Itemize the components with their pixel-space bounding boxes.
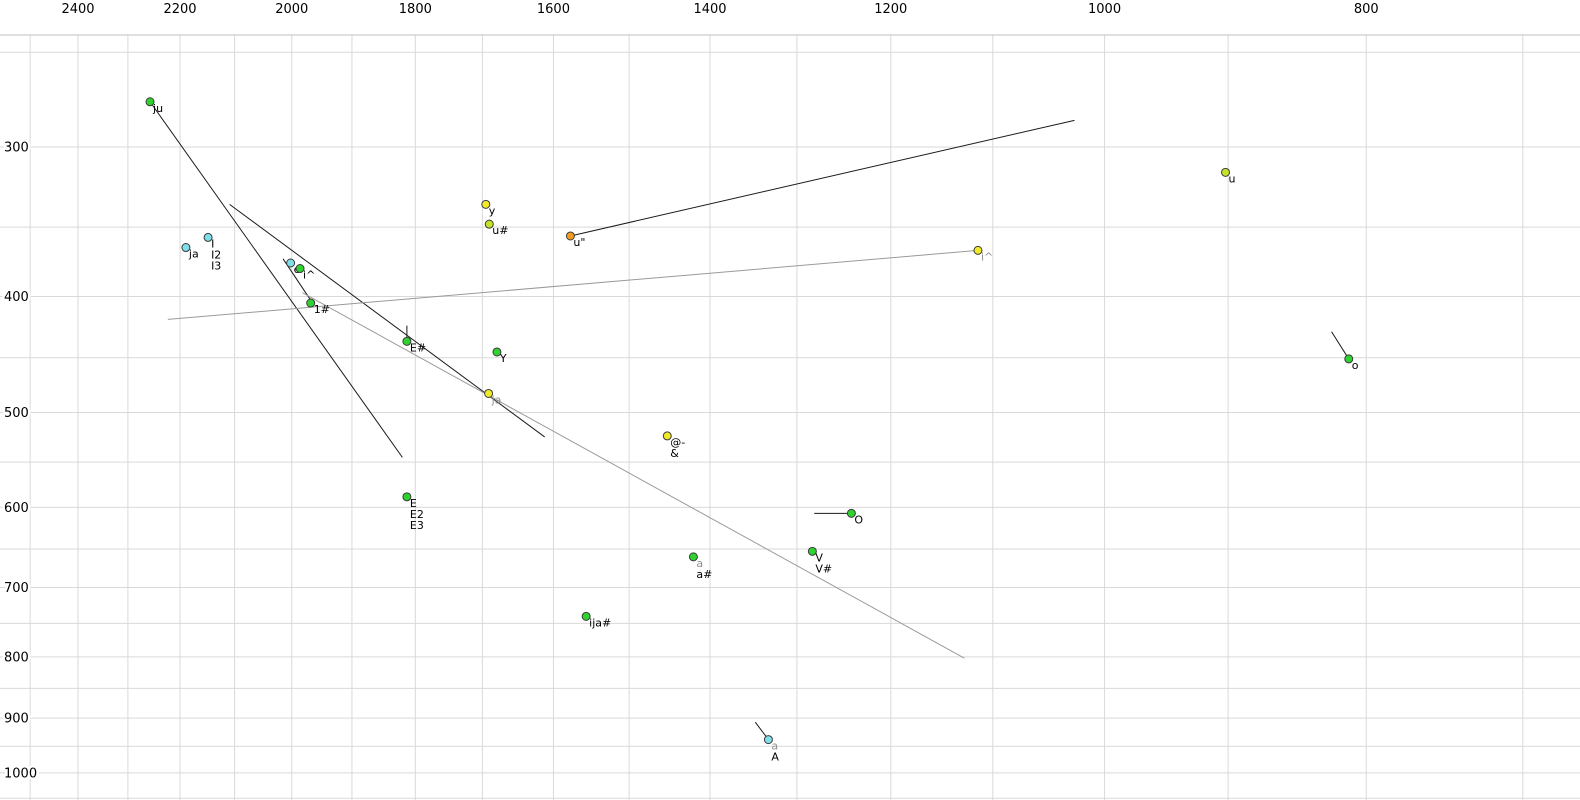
y-axis-labels: 300 400 500 600 700 800 900 1000 (2, 138, 40, 784)
point-label-a: a (771, 740, 778, 753)
data-point-1[interactable] (306, 298, 316, 308)
x-tick-label: 2000 (275, 2, 308, 17)
data-point-a[interactable] (688, 552, 698, 562)
data-point-i[interactable] (973, 245, 983, 255)
y-tick-label: 700 (4, 581, 29, 596)
point-label-I: I (211, 237, 214, 250)
point-label-a: a# (696, 568, 712, 581)
y-tick-label: 500 (4, 406, 29, 421)
data-point-o[interactable] (1344, 354, 1354, 364)
point-label-u: u (1229, 172, 1236, 185)
point-label-ja: ja (491, 393, 502, 406)
data-point-ja[interactable] (181, 243, 191, 253)
x-tick-label: 1000 (1088, 2, 1121, 17)
point-label-ija: ija# (589, 616, 611, 629)
data-points: juuyu#u"jaII2I3ei^1#E#Yja@-&EE2E3OVV#aa#… (145, 97, 1359, 764)
trajectory-line (229, 203, 545, 438)
point-label-a: a (696, 557, 703, 570)
trajectory-line (149, 101, 403, 458)
data-point-u[interactable] (484, 219, 494, 229)
point-label-V: V# (815, 562, 832, 575)
data-point-u[interactable] (1221, 167, 1231, 177)
point-label-ja: ja (188, 248, 199, 261)
point-label-V: V (815, 551, 823, 564)
point-label-y: y (489, 204, 496, 217)
point-label-E: E# (410, 341, 426, 354)
y-tick-label: 800 (4, 650, 29, 665)
data-point-e[interactable] (286, 258, 296, 268)
point-label-ju: ju (152, 102, 163, 115)
point-label-Y: Y (499, 352, 507, 365)
trajectory-line (167, 249, 979, 320)
data-point-Y[interactable] (492, 347, 502, 357)
point-label-O: O (854, 513, 863, 526)
data-point-y[interactable] (481, 199, 491, 209)
grid-lines (0, 35, 1580, 800)
point-label-E: E (410, 497, 417, 510)
x-tick-label: 2200 (163, 2, 196, 17)
data-point-I[interactable] (203, 232, 213, 242)
trajectory-line (1331, 331, 1350, 360)
data-point-ju[interactable] (145, 97, 155, 107)
point-label-I: I3 (211, 259, 221, 272)
trajectory-line (570, 119, 1075, 237)
y-tick-label: 900 (4, 712, 29, 727)
y-tick-label: 1000 (4, 766, 37, 781)
data-point-ija[interactable] (581, 611, 591, 621)
data-point-u[interactable] (565, 231, 575, 241)
data-point-a[interactable] (763, 735, 773, 745)
x-tick-label: 1200 (874, 2, 907, 17)
y-tick-label: 300 (4, 141, 29, 156)
data-point-E[interactable] (402, 492, 412, 502)
point-label-I: I2 (211, 248, 221, 261)
x-tick-label: 1400 (693, 2, 726, 17)
x-axis-labels: 2400 2200 2000 1800 1600 1400 1200 1000 800 (61, 2, 1378, 17)
x-tick-label: 1600 (537, 2, 570, 17)
data-point-i[interactable] (295, 264, 305, 274)
trajectory-lines (149, 101, 1350, 740)
point-label-u: u" (573, 236, 585, 249)
point-label-a: A (771, 751, 779, 764)
point-label-i: i^ (981, 250, 993, 263)
x-tick-label: 800 (1354, 2, 1379, 17)
point-label-pt: @- (670, 436, 685, 449)
x-tick-label: 1800 (399, 2, 432, 17)
point-label-E: E3 (410, 519, 424, 532)
y-tick-label: 400 (4, 290, 29, 305)
point-label-i: i^ (303, 269, 315, 282)
point-label-1: 1# (314, 303, 330, 316)
data-point-E[interactable] (402, 336, 412, 346)
x-tick-label: 2400 (61, 2, 94, 17)
point-label-pt: & (670, 447, 679, 460)
data-point-O[interactable] (846, 508, 856, 518)
data-point-V[interactable] (807, 546, 817, 556)
point-label-u: u# (492, 224, 508, 237)
data-point-pt[interactable] (662, 431, 672, 441)
trajectory-line (302, 292, 965, 659)
point-label-E: E2 (410, 508, 424, 521)
y-tick-label: 600 (4, 501, 29, 516)
point-label-o: o (1352, 359, 1359, 372)
data-point-ja[interactable] (484, 388, 494, 398)
